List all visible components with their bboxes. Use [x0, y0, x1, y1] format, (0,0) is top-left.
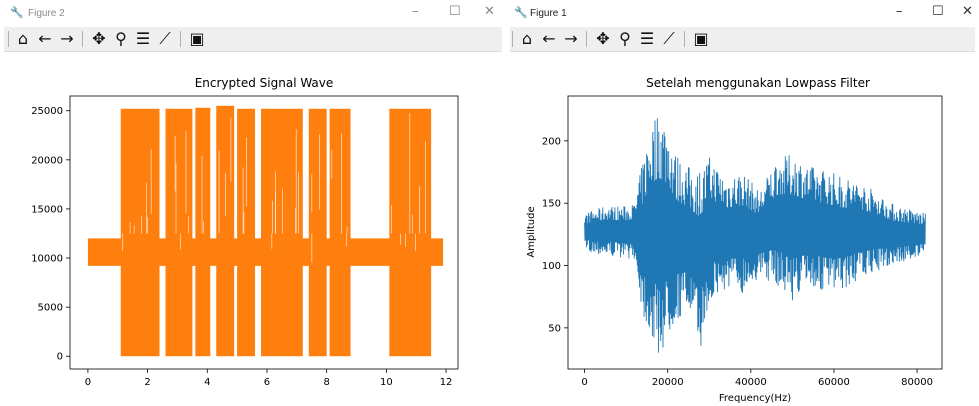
zoom-icon[interactable]: ⚲ — [619, 29, 631, 48]
filtered-signal-line — [584, 118, 926, 353]
toolbar-grip — [512, 31, 513, 47]
x-tick-label: 80000 — [901, 377, 933, 388]
y-tick-label: 20000 — [31, 155, 63, 166]
x-tick-label: 0 — [581, 377, 587, 388]
y-tick-label: 0 — [57, 352, 63, 363]
toolbar-separator — [586, 31, 587, 47]
x-tick-label: 60000 — [818, 377, 850, 388]
encrypted-signal-chart: Encrypted Signal Wave 0 2 4 6 8 10 12 0 5000 1000… — [31, 76, 459, 388]
signal-burst — [216, 105, 235, 357]
maximize-button[interactable]: ☐ — [932, 4, 944, 19]
pan-icon[interactable]: ✥ — [92, 29, 106, 48]
back-icon[interactable]: ← — [38, 29, 52, 48]
x-tick-label: 40000 — [735, 377, 767, 388]
x-tick-label: 2 — [144, 377, 150, 388]
signal-burst — [195, 107, 211, 357]
figure-2-window: 🔧 Figure 2 – ☐ ✕ ⌂ ← → ✥ ⚲ ☰ ⟋ ▣ Encrypt… — [0, 0, 506, 388]
back-icon[interactable]: ← — [542, 29, 556, 48]
plot-area — [87, 105, 444, 357]
plot-area — [584, 118, 926, 353]
zoom-icon[interactable]: ⚲ — [115, 29, 127, 48]
signal-burst — [329, 108, 351, 357]
close-button[interactable]: ✕ — [962, 4, 973, 19]
x-axis-label: Frequency(Hz) — [719, 393, 791, 404]
chart-title: Setelah menggunakan Lowpass Filter — [646, 76, 870, 90]
signal-burst — [261, 108, 303, 357]
navigation-toolbar: ⌂ ← → ✥ ⚲ ☰ ⟋ ▣ — [510, 27, 975, 52]
titlebar[interactable]: 🔧 Figure 1 – ☐ ✕ — [506, 0, 979, 27]
signal-burst — [308, 108, 327, 357]
x-tick-label: 8 — [323, 377, 329, 388]
toolbar-separator — [82, 31, 83, 47]
save-icon[interactable]: ▣ — [189, 29, 205, 48]
maximize-button[interactable]: ☐ — [449, 4, 461, 19]
navigation-toolbar: ⌂ ← → ✥ ⚲ ☰ ⟋ ▣ — [4, 27, 502, 52]
y-tick-label: 25000 — [31, 106, 63, 117]
configure-subplots-icon[interactable]: ☰ — [135, 29, 151, 48]
close-button[interactable]: ✕ — [484, 4, 495, 19]
y-tick-label: 50 — [548, 323, 561, 334]
axes-frame — [69, 95, 459, 370]
home-icon[interactable]: ⌂ — [521, 29, 533, 48]
chart-title: Encrypted Signal Wave — [195, 76, 334, 90]
y-tick-label: 150 — [542, 199, 561, 210]
minimize-button[interactable]: – — [412, 4, 419, 19]
x-tick-label: 6 — [264, 377, 270, 388]
toolbar-grip — [8, 31, 9, 47]
matplotlib-logo-icon: 🔧 — [514, 6, 528, 19]
lowpass-filter-chart: Setelah menggunakan Lowpass Filter 0 2000… — [526, 76, 943, 404]
y-axis-label: Amplitude — [526, 206, 537, 257]
axes-frame — [567, 95, 943, 370]
forward-icon[interactable]: → — [60, 29, 74, 48]
signal-burst — [389, 108, 432, 357]
signal-burst — [237, 108, 256, 357]
toolbar-separator — [180, 31, 181, 47]
window-title: Figure 1 — [530, 8, 567, 19]
edit-axis-icon[interactable]: ⟋ — [159, 29, 171, 48]
x-tick-label: 20000 — [652, 377, 684, 388]
y-tick-label: 10000 — [31, 254, 63, 265]
x-tick-label: 10 — [380, 377, 393, 388]
signal-burst — [165, 108, 193, 357]
y-tick-label: 15000 — [31, 204, 63, 215]
y-tick-label: 200 — [542, 136, 561, 147]
x-tick-label: 4 — [204, 377, 210, 388]
configure-subplots-icon[interactable]: ☰ — [639, 29, 655, 48]
toolbar-separator — [684, 31, 685, 47]
forward-icon[interactable]: → — [564, 29, 578, 48]
signal-burst — [120, 108, 160, 357]
pan-icon[interactable]: ✥ — [596, 29, 610, 48]
titlebar[interactable]: 🔧 Figure 2 – ☐ ✕ — [0, 0, 506, 27]
window-title: Figure 2 — [28, 8, 65, 19]
home-icon[interactable]: ⌂ — [17, 29, 29, 48]
save-icon[interactable]: ▣ — [693, 29, 709, 48]
figure-1-window: 🔧 Figure 1 – ☐ ✕ ⌂ ← → ✥ ⚲ ☰ ⟋ ▣ Setelah… — [506, 0, 979, 406]
edit-axis-icon[interactable]: ⟋ — [663, 29, 675, 48]
x-tick-label: 12 — [440, 377, 453, 388]
y-tick-label: 100 — [542, 261, 561, 272]
x-tick-label: 0 — [85, 377, 91, 388]
minimize-button[interactable]: – — [896, 4, 903, 19]
matplotlib-logo-icon: 🔧 — [10, 6, 24, 19]
y-tick-label: 5000 — [38, 303, 63, 314]
